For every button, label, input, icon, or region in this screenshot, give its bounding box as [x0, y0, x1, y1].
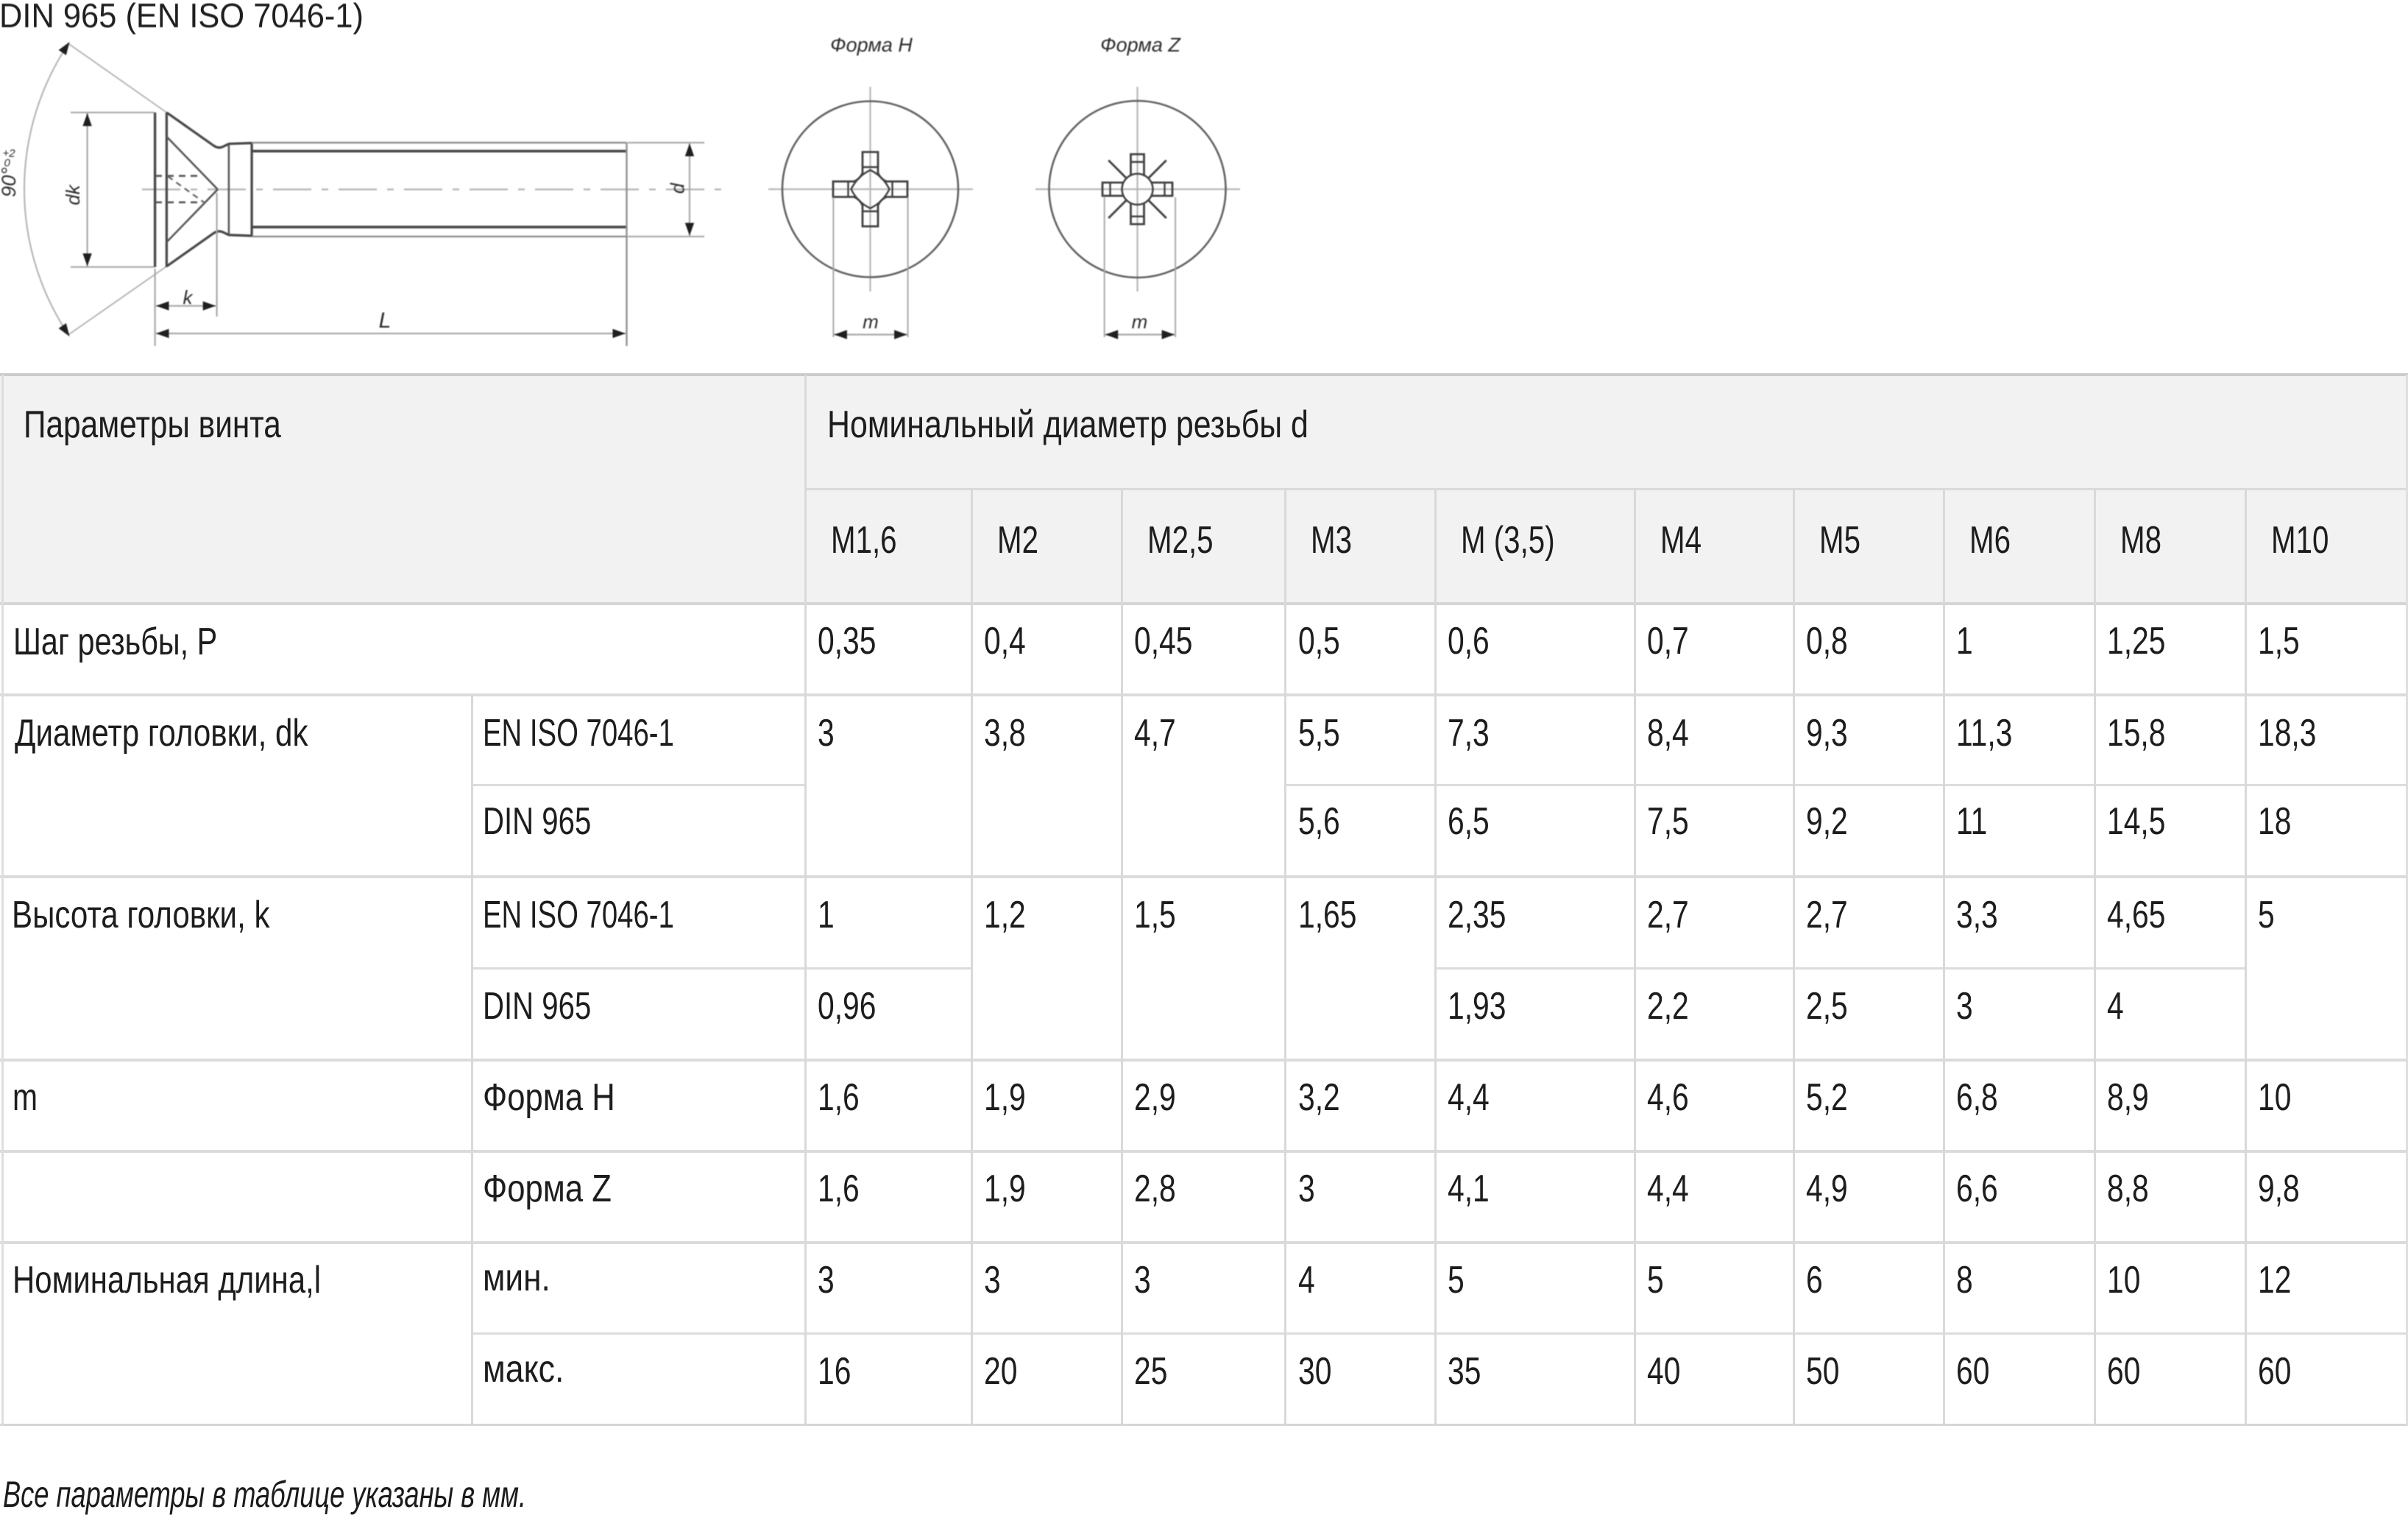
- svg-text:k: k: [183, 286, 194, 308]
- svg-text:m: m: [863, 311, 879, 333]
- svg-text:L: L: [379, 308, 392, 333]
- svg-text:0: 0: [4, 157, 11, 169]
- svg-text:Форма H: Форма H: [830, 34, 913, 56]
- svg-text:d: d: [667, 182, 689, 194]
- svg-text:Форма Z: Форма Z: [1100, 34, 1181, 56]
- svg-text:dk: dk: [62, 183, 84, 205]
- svg-text:m: m: [1132, 311, 1148, 333]
- svg-text:90°: 90°: [0, 167, 20, 197]
- svg-text:+2: +2: [3, 147, 16, 160]
